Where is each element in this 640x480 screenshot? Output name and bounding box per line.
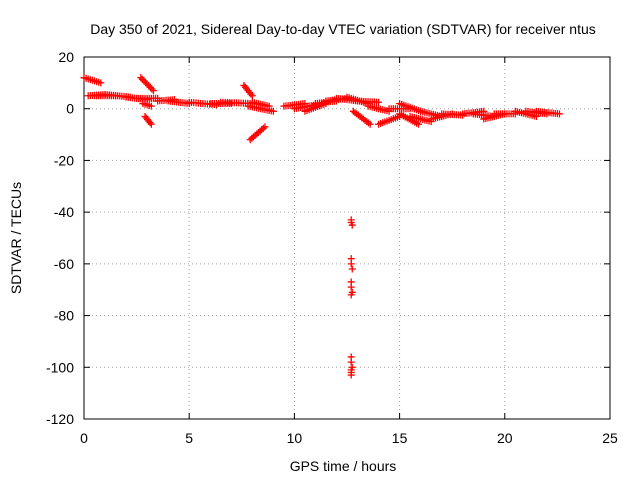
data-point [142, 79, 150, 87]
data-point [149, 87, 157, 95]
data-point [347, 291, 355, 299]
data-point [138, 75, 146, 83]
y-tick-label: -20 [54, 152, 74, 168]
x-axis-label: GPS time / hours [290, 458, 397, 474]
plot-frame [83, 56, 611, 420]
data-point [347, 371, 355, 379]
data-point [366, 120, 374, 128]
data-points [80, 74, 564, 379]
data-point [347, 260, 355, 268]
data-point [348, 265, 356, 273]
data-point [97, 79, 105, 87]
data-point [364, 119, 372, 127]
x-tick-label: 5 [185, 430, 193, 446]
data-point [146, 83, 154, 91]
data-point [143, 80, 151, 88]
data-point [147, 120, 155, 128]
data-point [147, 102, 155, 110]
data-point [347, 358, 355, 366]
data-point [137, 74, 145, 82]
data-point [261, 123, 269, 131]
data-point [265, 102, 273, 110]
data-point [146, 119, 154, 127]
y-tick-label: -40 [54, 204, 74, 220]
x-tick-label: 15 [392, 430, 408, 446]
data-point [248, 92, 256, 100]
data-point [269, 107, 277, 115]
data-point [348, 221, 356, 229]
y-tick-label: -100 [46, 359, 74, 375]
y-tick-label: -60 [54, 256, 74, 272]
data-point [145, 82, 153, 90]
data-point [259, 124, 267, 132]
axis-ticks: 0 5 10 15 20 25 20 0 -20 -40 -60 -80 -100 -120 [46, 49, 618, 446]
data-point [148, 85, 156, 93]
y-tick-label: -120 [46, 411, 74, 427]
data-point [556, 110, 564, 118]
x-tick-label: 0 [80, 430, 88, 446]
chart-title: Day 350 of 2021, Sidereal Day-to-day VTE… [90, 21, 596, 37]
data-point [375, 98, 383, 106]
y-tick-label: 20 [58, 49, 74, 65]
y-tick-label: 0 [66, 101, 74, 117]
y-axis-label: SDTVAR / TECUs [8, 182, 24, 294]
data-point [140, 77, 148, 85]
x-tick-label: 10 [287, 430, 303, 446]
y-tick-label: -80 [54, 308, 74, 324]
data-point [347, 283, 355, 291]
x-tick-label: 25 [602, 430, 618, 446]
x-tick-label: 20 [497, 430, 513, 446]
